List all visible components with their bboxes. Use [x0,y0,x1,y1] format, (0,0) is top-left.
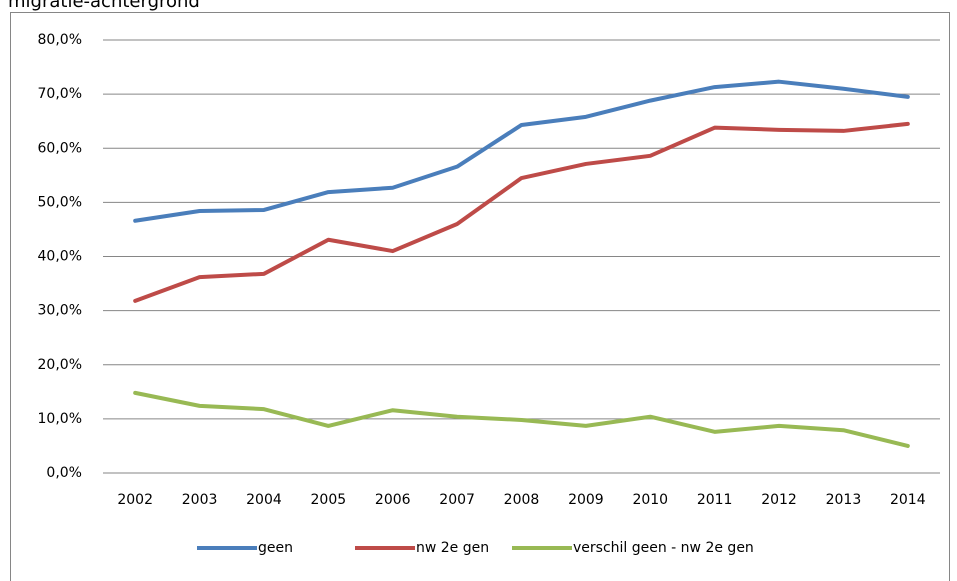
legend-label: verschil geen - nw 2e gen [573,540,754,556]
x-tick-label: 2006 [375,492,411,508]
y-tick-label: 80,0% [38,32,82,48]
y-tick-label: 70,0% [38,86,82,102]
y-tick-label: 60,0% [38,140,82,156]
legend-label: nw 2e gen [416,540,489,556]
y-tick-label: 40,0% [38,249,82,265]
x-tick-label: 2007 [439,492,475,508]
y-tick-label: 0,0% [46,465,82,481]
y-tick-label: 20,0% [38,357,82,373]
x-tick-label: 2010 [632,492,668,508]
series-line [133,79,910,223]
x-tick-label: 2008 [504,492,540,508]
x-tick-label: 2004 [246,492,282,508]
chart-border [10,12,950,581]
x-tick-label: 2009 [568,492,604,508]
title-background [0,0,300,12]
y-tick-label: 30,0% [38,303,82,319]
x-tick-label: 2003 [182,492,218,508]
x-tick-label: 2012 [761,492,797,508]
series-line [133,121,910,303]
x-tick-label: 2002 [117,492,153,508]
y-tick-label: 50,0% [38,194,82,210]
x-tick-label: 2014 [890,492,926,508]
legend-label: geen [258,540,293,556]
series-line [133,390,910,448]
y-tick-label: 10,0% [38,411,82,427]
x-tick-label: 2005 [311,492,347,508]
x-tick-label: 2011 [697,492,733,508]
x-tick-label: 2013 [826,492,862,508]
chart-title: migratie-achtergrond [8,0,200,12]
